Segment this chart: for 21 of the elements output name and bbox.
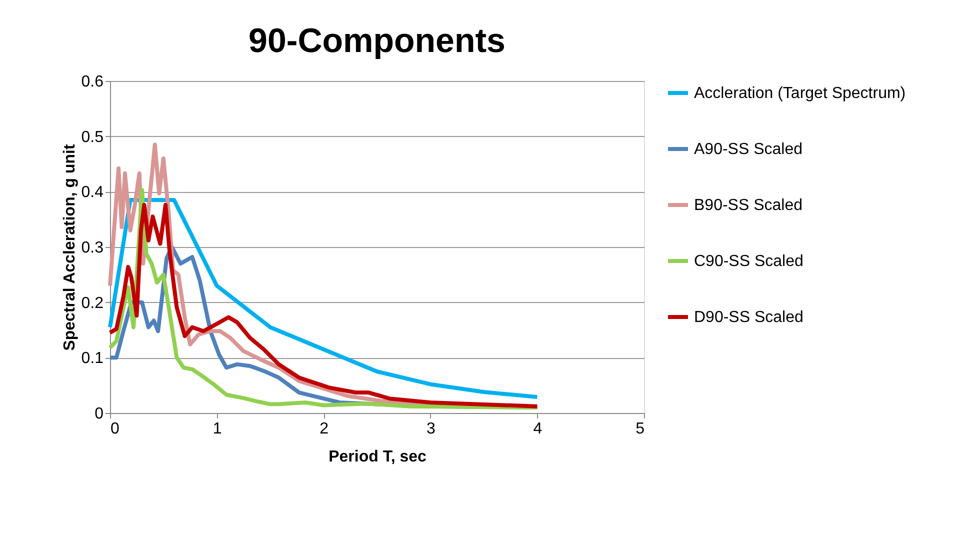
y-tick-label: 0.3 <box>81 240 104 256</box>
x-tick-label: 0 <box>110 420 120 438</box>
y-tick-label: 0.5 <box>81 128 104 146</box>
y-tick-label: 0.2 <box>81 294 104 312</box>
x-tick-label: 3 <box>426 420 436 438</box>
legend-label: B90-SS Scaled <box>694 197 803 214</box>
legend-label: D90-SS Scaled <box>694 309 804 326</box>
x-tick-label: 5 <box>636 420 645 438</box>
x-tick-label: 1 <box>212 420 222 438</box>
chart-title: 90-Components <box>248 22 506 60</box>
x-axis-title: Period T, sec <box>328 448 427 466</box>
legend-label: C90-SS Scaled <box>694 253 804 270</box>
y-tick-label: 0.4 <box>81 184 104 202</box>
x-tick-label: 2 <box>320 420 329 438</box>
y-tick-label: 0.6 <box>81 74 104 90</box>
y-tick-label: 0.1 <box>81 350 104 368</box>
x-tick-label: 4 <box>533 420 542 438</box>
y-axis-title: Spectral Accleration, g unit <box>61 144 78 351</box>
y-tick-label: 0 <box>94 406 104 422</box>
legend-label: A90-SS Scaled <box>694 141 803 158</box>
legend-label: Accleration (Target Spectrum) <box>694 85 906 102</box>
